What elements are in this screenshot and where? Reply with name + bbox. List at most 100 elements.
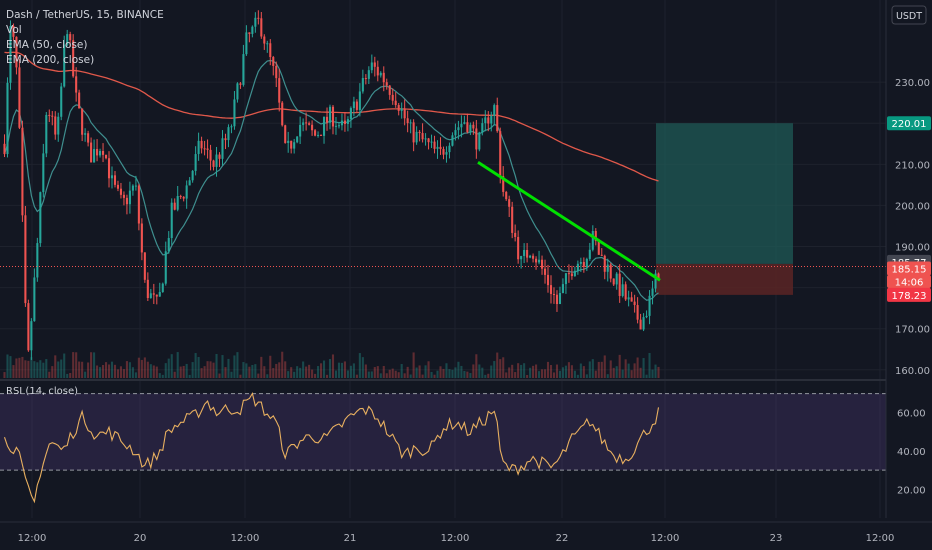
volume-bar (493, 361, 496, 378)
volume-bar (69, 372, 72, 378)
indicator-ema50[interactable]: EMA (50, close) (6, 39, 88, 51)
volume-bar (529, 367, 532, 378)
candle-body (502, 176, 505, 192)
volume-bar (87, 362, 90, 378)
candle-body (340, 120, 343, 126)
volume-bar (322, 360, 326, 378)
volume-bar (12, 365, 15, 378)
volume-bar (543, 369, 547, 378)
candle-body (176, 196, 179, 210)
candle-body (603, 255, 606, 272)
candle-body (179, 196, 182, 198)
trendline[interactable] (477, 161, 661, 282)
volume-bar (215, 353, 218, 378)
candle-body (588, 249, 591, 259)
volume-bar (9, 356, 12, 378)
candle-body (532, 255, 535, 259)
volume-bar (188, 374, 191, 378)
volume-bar (648, 352, 651, 378)
candle-body (639, 319, 642, 330)
volume-bar (134, 372, 137, 378)
volume-bar (436, 370, 439, 378)
volume-bar (445, 363, 448, 378)
volume-bar (582, 366, 585, 378)
volume-bar (367, 371, 370, 378)
candle-body (469, 124, 472, 133)
volume-bar (143, 357, 146, 378)
volume-bar (597, 361, 600, 378)
volume-bar (36, 362, 39, 378)
candle-body (48, 114, 51, 116)
time-tick-label: 12:00 (651, 533, 680, 544)
volume-bar (21, 356, 24, 378)
candle-body (221, 138, 224, 159)
candle-body (107, 158, 111, 179)
price-label-stop[interactable] (887, 287, 931, 302)
candle-body (39, 192, 42, 244)
volume-bar (633, 363, 636, 378)
candle-body (275, 65, 278, 79)
volume-bar (358, 353, 361, 378)
indicator-vol[interactable]: Vol (6, 24, 22, 36)
candle-body (475, 128, 478, 150)
volume-bar (475, 354, 478, 378)
price-label-last[interactable] (887, 261, 931, 276)
volume-bar (158, 373, 161, 378)
volume-bar (499, 359, 502, 378)
candle-body (140, 223, 143, 253)
candle-body (385, 82, 388, 86)
candle-body (561, 284, 564, 294)
candle-body (406, 118, 409, 124)
candle-body (90, 142, 93, 163)
volume-bar (639, 367, 642, 378)
price-label-text: 14:06 (895, 277, 924, 288)
stop-zone[interactable] (656, 263, 793, 295)
volume-bar (182, 365, 185, 378)
price-label-target[interactable] (887, 116, 931, 131)
indicator-ema200[interactable]: EMA (200, close) (6, 54, 95, 66)
price-label-text: 185.15 (892, 264, 927, 275)
volume-bar (320, 363, 323, 378)
candle-body (236, 83, 239, 100)
volume-bar (364, 364, 367, 378)
candle-body (418, 131, 421, 134)
target-zone[interactable] (656, 123, 793, 264)
volume-bar (27, 360, 30, 378)
candle-body (451, 135, 454, 146)
rsi-legend[interactable]: RSI (14, close) (6, 386, 79, 397)
candle-body (45, 114, 48, 154)
candle-body (511, 206, 514, 233)
candle-body (206, 148, 209, 150)
candle-body (457, 127, 460, 131)
rsi-tick-label: 60.00 (897, 409, 926, 420)
volume-bar (406, 366, 409, 378)
volume-bar (90, 352, 93, 378)
volume-bar (540, 369, 544, 378)
candle-body (308, 123, 311, 125)
volume-bar (203, 366, 206, 378)
candle-body (218, 154, 221, 159)
candle-body (260, 18, 263, 37)
candle-body (72, 40, 75, 77)
currency-badge[interactable] (891, 5, 927, 25)
candle-body (9, 25, 12, 83)
volume-bar (412, 352, 415, 378)
candle-body (57, 116, 60, 135)
candle-body (185, 185, 188, 199)
volume-bar (325, 374, 329, 378)
volume-bar (212, 362, 215, 378)
volume-bar (191, 362, 194, 378)
candle-body (116, 184, 120, 189)
candle-body (263, 36, 266, 44)
volume-bar (39, 360, 42, 378)
candle-body (131, 185, 134, 191)
volume-bar (621, 369, 624, 378)
volume-bar (337, 362, 341, 378)
volume-bar (266, 374, 269, 378)
price-label-countdown[interactable] (887, 274, 931, 288)
volume-bar (585, 374, 588, 378)
price-label-text: 220.01 (892, 119, 927, 130)
volume-bar (272, 367, 275, 378)
